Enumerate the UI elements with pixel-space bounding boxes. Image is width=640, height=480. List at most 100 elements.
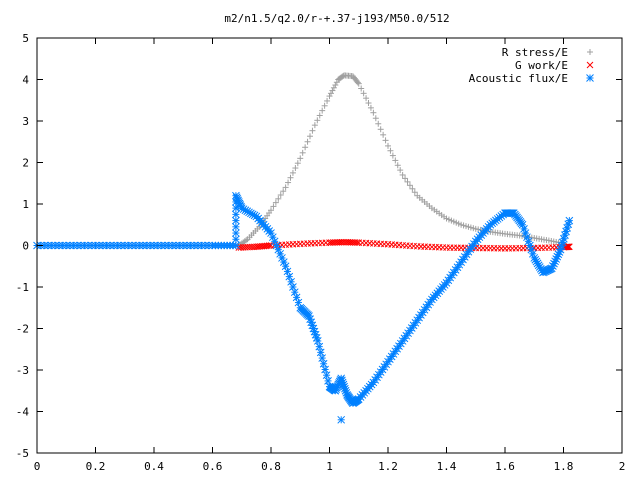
axes: 0 0.2 0.4 0.6 0.8 1 1.2 1.4 1.6 1.8 2 5 4 3 2 1 0 -1 -2 -3 -…: [16, 32, 626, 473]
data-point: [382, 137, 389, 144]
data-point: [267, 229, 275, 237]
data-point: [411, 189, 418, 196]
data-point: [106, 241, 114, 250]
y-tick-label: -1: [16, 281, 29, 294]
data-point: [294, 160, 301, 167]
chart-title: m2/n1.5/q2.0/r-+.37-j193/M50.0/512: [224, 12, 449, 25]
legend-label: G work/E: [515, 59, 568, 72]
x-tick-label: 0: [34, 460, 41, 473]
data-point: [397, 167, 404, 174]
data-point: [232, 204, 240, 213]
data-point: [275, 195, 282, 202]
data-point: [204, 241, 213, 250]
data-point: [315, 342, 324, 351]
x-tick-label: 0.2: [86, 460, 106, 473]
data-point: [371, 376, 380, 384]
y-tick-label: -4: [16, 406, 30, 419]
data-point: [292, 293, 301, 302]
data-point: [287, 277, 295, 286]
data-point: [387, 147, 394, 154]
data-point: [321, 102, 328, 109]
data-point: [283, 267, 292, 276]
x-tick-label: 1.2: [378, 460, 398, 473]
data-point: [91, 241, 100, 250]
data-point: [318, 354, 327, 362]
data-point: [377, 126, 384, 133]
data-point: [399, 171, 406, 178]
data-point: [299, 149, 306, 156]
series-x-group: [235, 238, 573, 252]
data-point: [161, 241, 169, 250]
data-point: [307, 133, 313, 140]
data-point: [327, 90, 334, 97]
data-point: [272, 199, 279, 206]
data-point: [265, 242, 273, 250]
data-point: [314, 117, 321, 124]
data-point: [326, 93, 333, 100]
legend-marker: [586, 74, 594, 82]
data-point: [139, 241, 147, 250]
y-tick-label: 0: [22, 240, 29, 253]
y-tick-label: -3: [16, 364, 29, 377]
data-point: [270, 237, 279, 246]
data-point: [385, 355, 394, 363]
data-point: [282, 184, 289, 191]
data-point: [321, 365, 329, 374]
data-point: [375, 120, 382, 127]
data-point: [313, 337, 322, 345]
data-point: [324, 377, 332, 385]
data-point: [332, 82, 339, 89]
legend-marker: [587, 49, 593, 55]
data-point: [135, 241, 144, 250]
data-point: [172, 241, 180, 250]
data-point: [232, 235, 240, 244]
legend-label: Acoustic flux/E: [469, 72, 568, 85]
data-point: [289, 169, 296, 176]
data-point: [243, 237, 250, 244]
x-tick-label: 0.6: [203, 460, 223, 473]
data-point: [51, 241, 60, 250]
data-point: [232, 222, 240, 231]
series-plus-group: [235, 72, 567, 249]
data-point: [276, 249, 284, 258]
data-point: [360, 90, 367, 97]
data-point: [415, 313, 423, 322]
data-point: [278, 254, 286, 262]
data-point: [385, 142, 391, 149]
data-point: [290, 288, 299, 297]
data-point: [402, 175, 409, 182]
data-point: [304, 138, 311, 145]
x-tick-label: 0.8: [261, 460, 281, 473]
data-point: [294, 298, 303, 307]
data-point: [389, 152, 396, 159]
data-point: [319, 359, 328, 368]
data-point: [394, 162, 401, 169]
data-point: [62, 241, 71, 250]
data-point: [392, 157, 399, 164]
data-point: [146, 241, 155, 250]
x-tick-label: 2: [619, 460, 626, 473]
y-tick-label: 2: [22, 157, 29, 170]
data-point: [363, 95, 370, 102]
legend-label: R stress/E: [502, 46, 568, 59]
data-point: [124, 241, 133, 250]
data-point: [297, 155, 304, 162]
data-point: [380, 131, 387, 138]
y-tick-label: 3: [22, 115, 29, 128]
data-point: [565, 243, 573, 251]
data-point: [333, 79, 340, 86]
x-tick-label: 1: [326, 460, 333, 473]
data-point: [372, 115, 379, 122]
legend-marker: [586, 61, 594, 69]
x-tick-label: 1.6: [495, 460, 515, 473]
data-point: [404, 178, 411, 185]
x-tick-label: 1.4: [437, 460, 457, 473]
data-point: [354, 79, 361, 86]
data-point: [292, 165, 299, 172]
data-point: [523, 233, 531, 242]
y-tick-label: -2: [16, 323, 29, 336]
data-point: [309, 127, 316, 134]
